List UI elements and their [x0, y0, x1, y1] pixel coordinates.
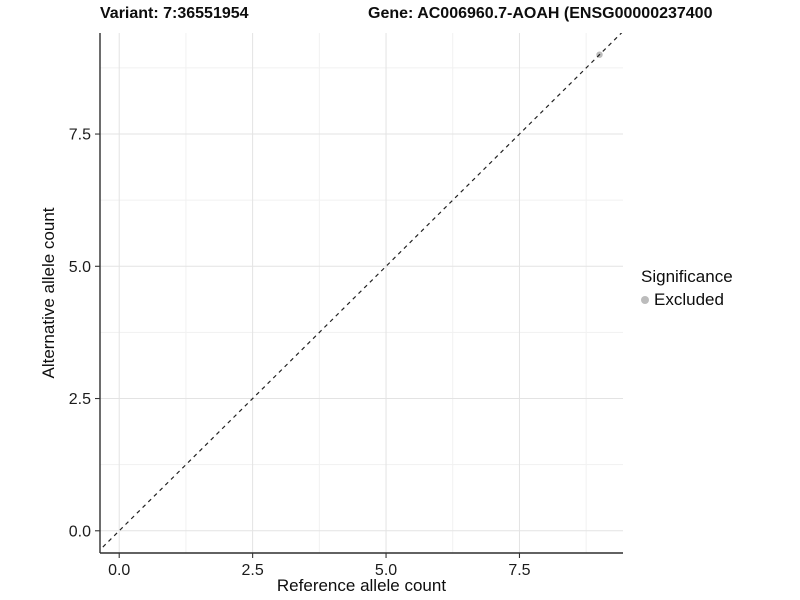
y-tick-label: 0.0 [69, 523, 91, 540]
legend-item-excluded: Excluded [641, 290, 733, 310]
excluded-point-icon [641, 296, 649, 304]
legend: Significance Excluded [641, 267, 733, 310]
x-axis-title: Reference allele count [276, 576, 447, 595]
y-tick-label: 5.0 [69, 259, 91, 276]
y-axis-title: Alternative allele count [39, 207, 58, 379]
x-tick-label: 5.0 [375, 562, 397, 579]
identity-line [100, 33, 623, 551]
variant-title: Variant: 7:36551954 [100, 5, 249, 22]
legend-item-label: Excluded [654, 290, 724, 309]
y-tick-label: 2.5 [69, 391, 91, 408]
legend-title: Significance [641, 267, 733, 286]
gene-title: Gene: AC006960.7-AOAH (ENSG00000237400 [368, 5, 713, 22]
x-tick-label: 7.5 [508, 562, 530, 579]
y-tick-label: 7.5 [69, 127, 91, 144]
x-tick-label: 0.0 [108, 562, 130, 579]
x-tick-label: 2.5 [242, 562, 264, 579]
